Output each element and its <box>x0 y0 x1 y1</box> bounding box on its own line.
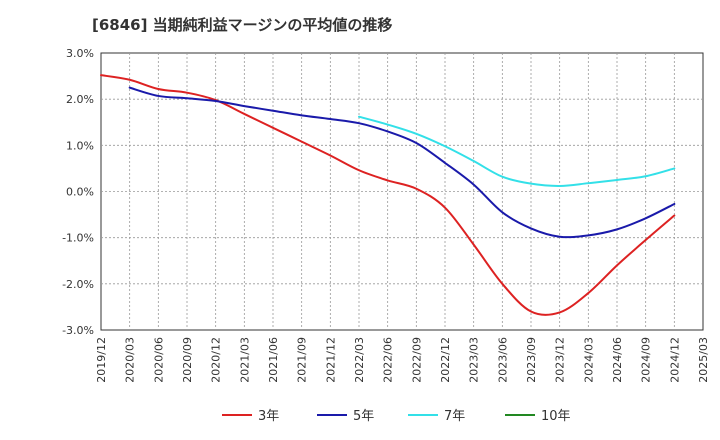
y-tick-label: -1.0% <box>62 232 94 245</box>
y-tick-label: 1.0% <box>66 139 94 152</box>
x-tick-label: 2023/03 <box>468 337 481 383</box>
chart-title: [6846] 当期純利益マージンの平均値の推移 <box>92 16 392 34</box>
y-tick-label: 3.0% <box>66 47 94 60</box>
x-tick-label: 2019/12 <box>95 337 108 383</box>
series-lines <box>100 74 676 316</box>
x-tick-label: 2020/03 <box>124 337 137 383</box>
y-axis: 3.0% 2.0% 1.0% 0.0% -1.0% -2.0% -3.0% <box>62 47 94 337</box>
legend-label-1: 3年 <box>258 409 279 424</box>
x-tick-label: 2020/09 <box>181 337 194 383</box>
x-tick-label: 2024/12 <box>668 337 681 383</box>
x-tick-label: 2020/06 <box>152 337 165 383</box>
x-tick-label: 2022/09 <box>410 337 423 383</box>
series-line-3 <box>358 115 676 187</box>
x-axis: 2019/12 2020/03 2020/06 2020/09 2020/12 2021/… <box>95 337 710 383</box>
series-line-1 <box>100 74 676 316</box>
x-tick-label: 2023/06 <box>496 337 509 383</box>
legend-label-2: 5年 <box>353 409 374 424</box>
legend-label-3: 7年 <box>444 409 465 424</box>
y-tick-label: -3.0% <box>62 324 94 337</box>
y-tick-label: 2.0% <box>66 93 94 106</box>
y-tick-label: 0.0% <box>66 186 94 199</box>
x-tick-label: 2024/06 <box>611 337 624 383</box>
x-tick-label: 2021/12 <box>324 337 337 383</box>
x-tick-label: 2021/09 <box>296 337 309 383</box>
x-tick-label: 2025/03 <box>697 337 710 383</box>
x-tick-label: 2023/09 <box>525 337 538 383</box>
x-tick-label: 2024/09 <box>640 337 653 383</box>
y-tick-label: -2.0% <box>62 278 94 291</box>
x-tick-label: 2021/06 <box>267 337 280 383</box>
x-tick-label: 2021/03 <box>238 337 251 383</box>
x-tick-label: 2022/12 <box>439 337 452 383</box>
x-tick-label: 2022/03 <box>353 337 366 383</box>
legend-label-4: 10年 <box>541 409 571 424</box>
series-line-2 <box>128 86 676 239</box>
x-tick-label: 2024/03 <box>582 337 595 383</box>
x-tick-label: 2022/06 <box>382 337 395 383</box>
x-tick-label: 2023/12 <box>554 337 567 383</box>
x-tick-label: 2020/12 <box>210 337 223 383</box>
legend: 3年 5年 7年 10年 <box>222 409 571 424</box>
